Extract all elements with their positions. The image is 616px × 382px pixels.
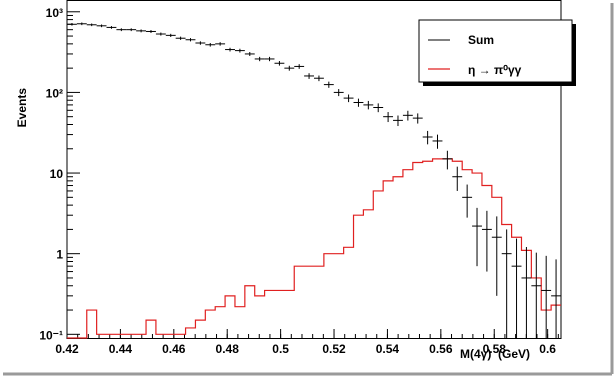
data-point [452,166,463,191]
x-axis-title: M(4γ) (GeV) [460,347,530,361]
data-point [373,103,384,113]
data-point [314,75,324,82]
data-point [205,43,216,47]
data-point [294,64,305,69]
data-point [402,110,413,121]
plot-frame [66,0,562,339]
data-point [165,33,176,37]
data-point [244,52,255,56]
y-tick-label: 10⁻¹ [39,328,63,342]
data-point [363,100,374,110]
x-tick-label: 0.44 [109,342,133,356]
tick-labels: 0.42 0.44 0.46 0.48 0.5 0.52 0.54 0.56 0.58 0.6 10… [39,6,556,356]
data-point [106,26,117,29]
data-point [185,38,196,42]
data-point [116,28,127,32]
data-point [511,238,522,338]
legend-box [418,19,573,83]
data-point [432,134,443,149]
data-point [472,207,482,267]
x-tick-label: 0.46 [162,342,186,356]
x-tick-label: 0.58 [483,342,507,356]
data-point [481,210,492,272]
legend-label-signal: η → π⁰γγ [468,63,522,77]
data-point [284,65,295,71]
y-tick-label: 10³ [46,6,63,20]
x-tick-label: 0.52 [322,342,346,356]
data-point [501,229,512,338]
y-tick-label: 10 [50,167,64,181]
data-point [175,36,186,40]
data-point [531,252,542,338]
x-tick-label: 0.6 [539,342,556,356]
data-point [215,42,226,46]
data-point [383,112,394,123]
x-tick-label: 0.5 [272,342,289,356]
data-point [521,247,532,338]
data-point [422,130,433,145]
data-point [195,41,206,45]
y-tick-label: 1 [56,248,63,262]
legend: Sum η → π⁰γγ [418,19,576,86]
data-point [323,81,334,88]
data-point [225,47,235,52]
x-tick-label: 0.48 [216,342,240,356]
data-point [264,56,275,62]
data-point [353,98,364,107]
data-point [393,115,403,127]
data-point [234,48,245,53]
data-point [76,22,87,26]
data-points [67,22,561,338]
y-axis-title: Events [15,88,29,128]
signal-histogram [67,158,561,339]
data-point [126,28,137,32]
legend-label-sum: Sum [468,33,494,47]
signal-step-line [67,158,561,339]
data-point [254,56,265,62]
data-point [146,30,156,33]
data-point [491,216,502,296]
data-point [343,94,354,103]
data-point [67,22,77,26]
data-point [155,32,166,36]
data-point [462,184,473,218]
y-tick-label: 10² [46,86,63,100]
data-point [274,61,285,66]
data-point [551,259,561,338]
x-tick-label: 0.42 [55,342,79,356]
data-point [412,113,423,124]
data-point [136,29,147,33]
data-point [304,73,314,79]
data-point [541,255,552,338]
x-tick-label: 0.56 [429,342,453,356]
data-point [442,150,453,170]
data-point [333,89,344,97]
data-point [86,23,97,27]
x-tick-label: 0.54 [376,342,400,356]
data-point [96,24,107,28]
